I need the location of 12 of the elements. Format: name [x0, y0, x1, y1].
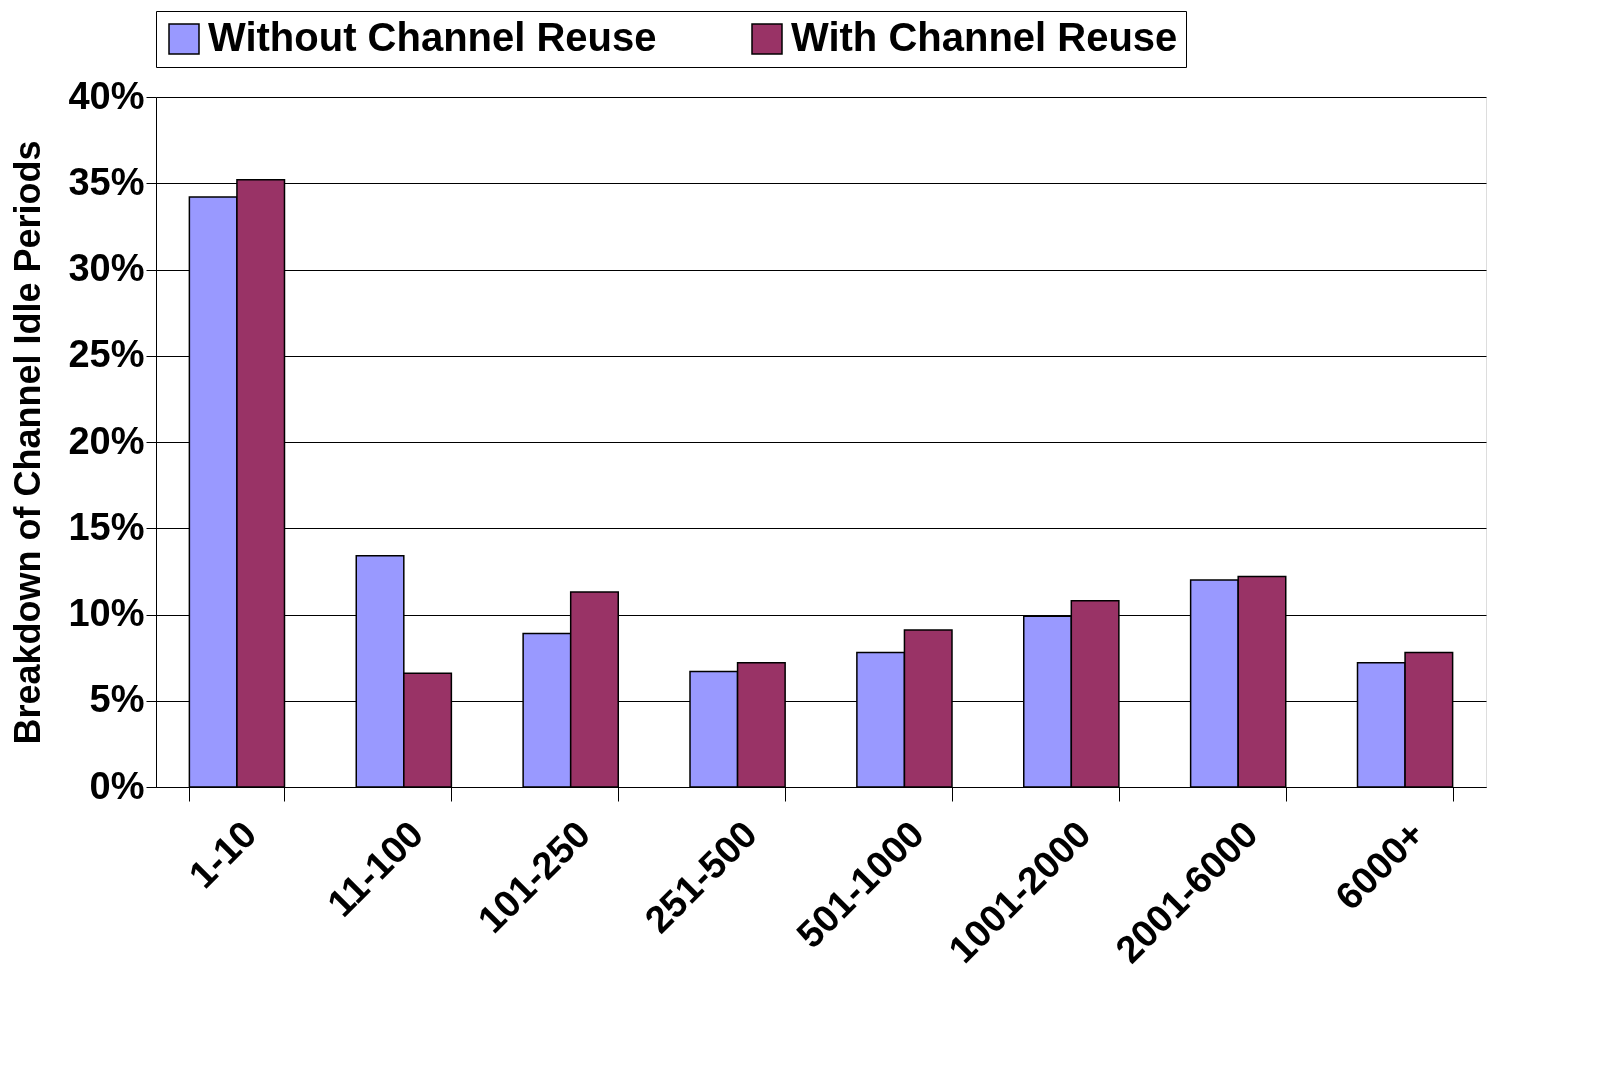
y-axis-title: Breakdown of Channel Idle Periods — [7, 140, 49, 745]
y-tick-label: 35% — [68, 160, 145, 203]
y-tick-label: 30% — [68, 247, 145, 289]
legend-label: With Channel Reuse — [791, 15, 1178, 59]
y-tick-label: 25% — [68, 333, 145, 376]
y-tick-label: 15% — [68, 505, 145, 548]
y-tick-label: 5% — [89, 678, 145, 721]
y-tick-label: 0% — [89, 764, 145, 807]
y-tick-label: 10% — [68, 592, 145, 634]
legend-label: Without Channel Reuse — [208, 15, 657, 59]
y-tick-label: 40% — [68, 74, 145, 117]
y-tick-label: 20% — [68, 419, 145, 462]
